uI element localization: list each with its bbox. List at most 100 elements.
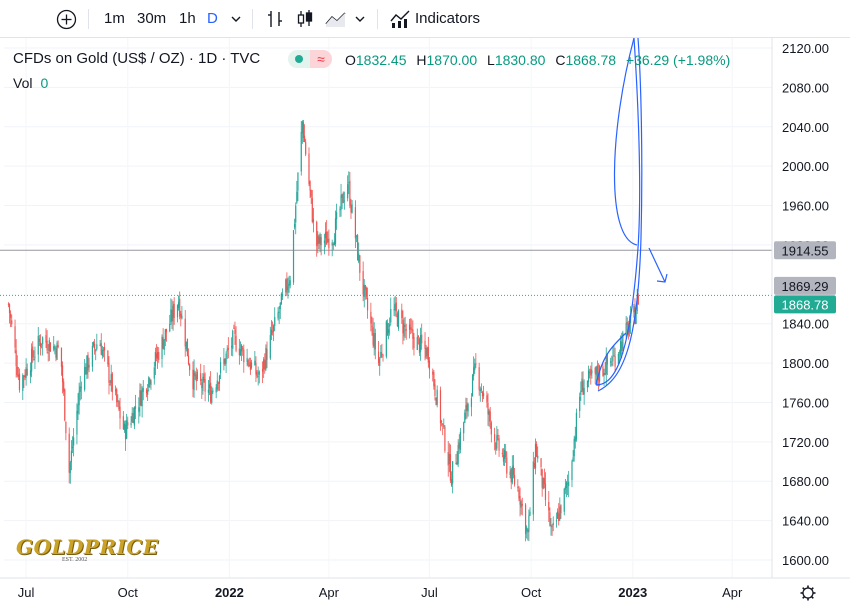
interval-30m-button[interactable]: 30m: [137, 10, 167, 27]
candle-body: [359, 255, 361, 273]
top-toolbar: 1m 30m 1h D Indicators: [0, 0, 850, 38]
goldprice-logo-subtext: EST. 2002: [62, 557, 88, 563]
candle-body: [219, 362, 222, 374]
candle-body: [124, 424, 127, 440]
candle-body: [611, 363, 613, 365]
candle-body: [394, 304, 396, 310]
candle-body: [292, 230, 295, 283]
candle-body: [541, 469, 543, 488]
candle-body: [613, 354, 615, 356]
curve-left-drawing[interactable]: [595, 38, 641, 386]
candle-body: [526, 527, 528, 532]
candle-body: [385, 321, 387, 357]
candle-body: [61, 365, 64, 383]
candle-body: [249, 362, 252, 371]
curve-outer-drawing[interactable]: [613, 38, 638, 246]
user-drawing[interactable]: [595, 38, 668, 392]
candle-body: [258, 371, 260, 375]
candle-body: [312, 219, 315, 223]
candle-body: [138, 407, 140, 412]
price-chart[interactable]: 2120.002080.002040.002000.001960.001920.…: [0, 38, 850, 615]
time-tick-label: Apr: [722, 585, 743, 600]
candle-body: [478, 367, 480, 390]
candle-body: [171, 310, 173, 321]
curve-right-drawing[interactable]: [597, 38, 643, 392]
candle-body: [233, 327, 235, 329]
price-tick-label: 2120.00: [782, 41, 829, 56]
candle-body: [127, 422, 129, 426]
candle-body: [324, 231, 327, 239]
toolbar-divider: [377, 9, 378, 29]
price-tick-label: 2000.00: [782, 159, 829, 174]
price-label-badge[interactable]: [774, 295, 836, 314]
candle-body: [393, 308, 395, 311]
candle-body: [428, 360, 431, 370]
candle-body: [78, 391, 80, 406]
candle-body: [297, 172, 299, 191]
interval-1h-button[interactable]: 1h: [179, 10, 196, 27]
candle-body: [411, 329, 413, 331]
candle-body: [494, 434, 496, 441]
bar-chart-icon[interactable]: [265, 9, 285, 29]
low-value: 1830.80: [494, 52, 546, 68]
candle-body: [296, 191, 298, 203]
candle-body: [254, 360, 256, 365]
interval-1m-button[interactable]: 1m: [104, 10, 125, 27]
interval-d-button[interactable]: D: [207, 10, 218, 27]
symbol-title[interactable]: CFDs on Gold (US$ / OZ) · 1D · TVC: [13, 50, 261, 67]
volume-label[interactable]: Vol: [13, 75, 33, 91]
candle-body: [141, 389, 143, 407]
price-label-badge[interactable]: [774, 276, 836, 295]
plus-circle-icon[interactable]: [56, 9, 77, 30]
candle-body: [410, 327, 412, 330]
arrow-drawing[interactable]: [648, 247, 666, 283]
candle-body: [571, 461, 573, 480]
arc-small-drawing[interactable]: [595, 332, 627, 386]
candle-body: [536, 443, 538, 457]
time-axis[interactable]: Jul Oct 2022 Apr Jul Oct 2023 Apr: [0, 577, 850, 601]
candle-body: [232, 330, 234, 349]
price-label-text: 1914.55: [782, 243, 829, 258]
area-chart-icon[interactable]: [325, 10, 347, 28]
candle-body: [336, 212, 338, 220]
time-tick-label: Jul: [421, 585, 438, 600]
candle-body: [110, 374, 112, 384]
horizontal-lines[interactable]: [0, 249, 772, 296]
chevron-down-icon[interactable]: [230, 14, 242, 24]
candle-body: [512, 465, 515, 476]
price-label-badge[interactable]: [774, 241, 836, 260]
candle-body: [14, 326, 16, 348]
candle-body: [617, 353, 619, 365]
candle-body: [281, 293, 284, 297]
candle-body: [427, 347, 429, 363]
candle-body: [456, 461, 458, 466]
candle-body: [382, 355, 384, 357]
candle-body: [192, 369, 194, 389]
arrow-head-drawing[interactable]: [656, 273, 668, 283]
candle-body: [130, 422, 132, 426]
chart-grid: [4, 38, 772, 578]
candle-body: [378, 351, 380, 364]
candle-body: [389, 324, 391, 327]
indicators-button[interactable]: Indicators: [415, 10, 481, 27]
candle-body: [568, 481, 570, 487]
data-delayed-icon[interactable]: ≈: [310, 50, 332, 68]
time-tick-label: 2022: [215, 585, 244, 600]
candle-body: [53, 345, 55, 350]
candle-body: [311, 198, 313, 223]
price-tick-label: 1640.00: [782, 514, 829, 529]
price-axis[interactable]: 2120.002080.002040.002000.001960.001920.…: [771, 38, 850, 615]
candle-body: [488, 410, 490, 416]
time-tick-label: Jul: [18, 585, 35, 600]
candle-body: [349, 180, 351, 206]
candles-icon[interactable]: [295, 9, 315, 29]
indicators-icon[interactable]: [390, 9, 412, 29]
market-open-icon[interactable]: [288, 50, 310, 68]
candle-body: [533, 463, 536, 468]
candle-body: [225, 353, 227, 364]
candle-body: [490, 422, 492, 435]
candle-body: [196, 372, 198, 379]
candle-body: [261, 368, 264, 372]
chevron-down-icon[interactable]: [354, 14, 366, 24]
settings-icon[interactable]: [800, 585, 816, 601]
